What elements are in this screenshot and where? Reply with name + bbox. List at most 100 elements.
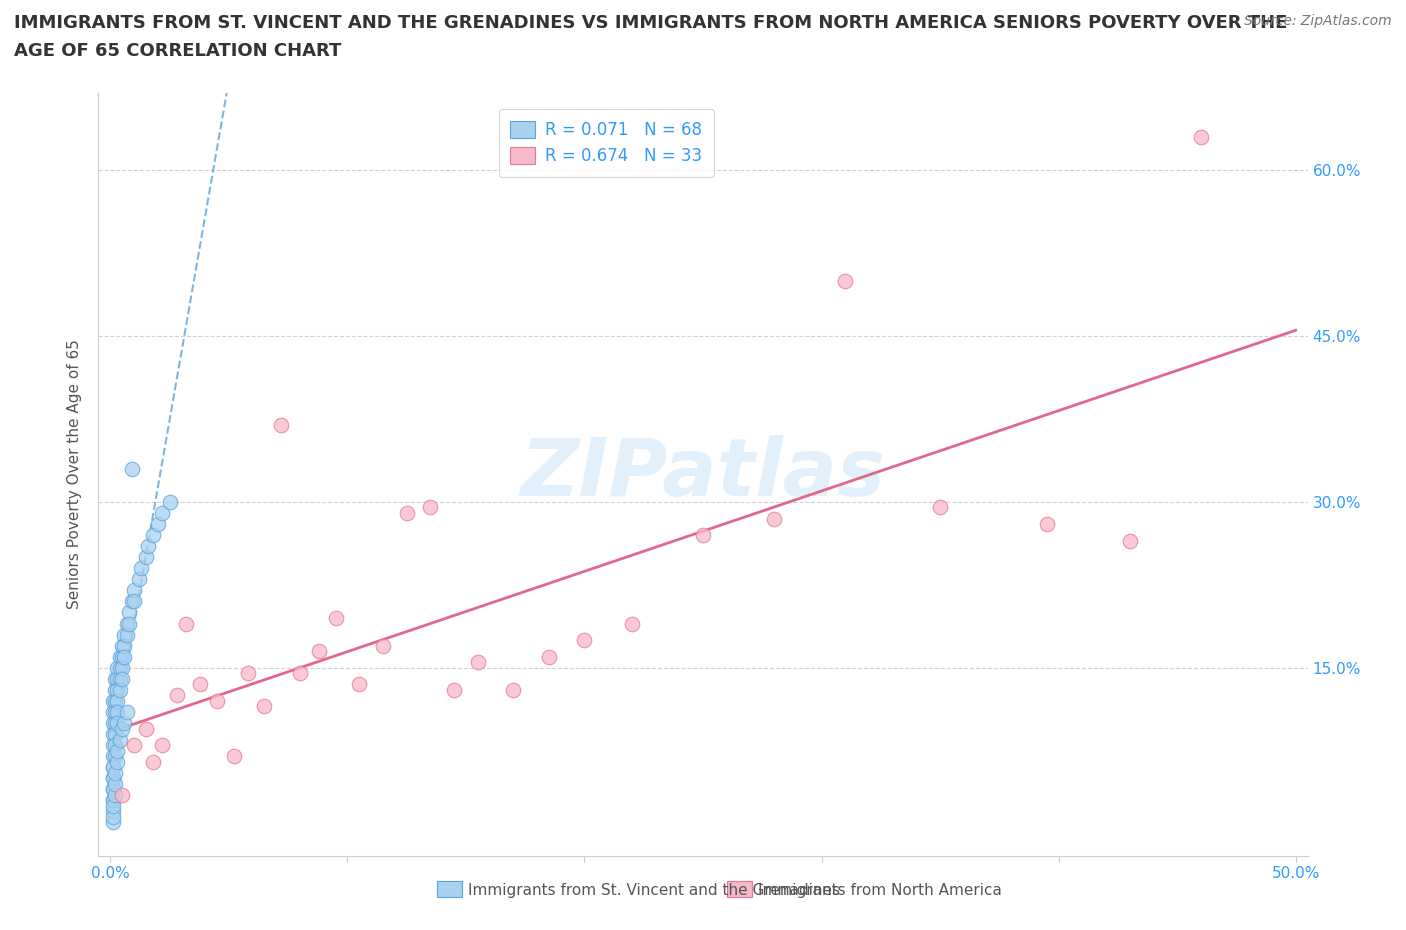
Point <box>105 694 128 709</box>
Point <box>108 732 131 747</box>
Point <box>111 638 134 653</box>
Text: Source: ZipAtlas.com: Source: ZipAtlas.com <box>1244 14 1392 28</box>
Point <box>371 638 394 653</box>
Point <box>104 737 127 752</box>
Point <box>108 649 131 664</box>
Point <box>101 799 124 814</box>
Point <box>105 715 128 730</box>
Point <box>142 527 165 542</box>
Point <box>104 671 127 686</box>
Point <box>101 771 124 786</box>
Point <box>111 721 134 736</box>
Point <box>114 649 136 664</box>
Point <box>111 671 134 686</box>
Point <box>129 561 152 576</box>
Point <box>104 705 127 720</box>
Point <box>101 815 124 830</box>
Point <box>114 715 136 730</box>
Point <box>467 655 489 670</box>
Point <box>537 649 560 664</box>
Point <box>108 683 131 698</box>
Point <box>135 721 157 736</box>
Point <box>115 616 138 631</box>
Point <box>101 804 124 818</box>
Point <box>502 683 524 698</box>
Point <box>270 418 292 432</box>
Text: Immigrants from St. Vincent and the Grenadines: Immigrants from St. Vincent and the Gren… <box>468 883 839 897</box>
Point <box>121 461 143 476</box>
Point <box>105 671 128 686</box>
Point <box>115 705 138 720</box>
Point <box>101 809 124 824</box>
Point <box>166 688 188 703</box>
Point <box>253 699 276 714</box>
Point <box>101 760 124 775</box>
Text: IMMIGRANTS FROM ST. VINCENT AND THE GRENADINES VS IMMIGRANTS FROM NORTH AMERICA : IMMIGRANTS FROM ST. VINCENT AND THE GREN… <box>14 14 1288 32</box>
Point <box>395 506 418 521</box>
Point <box>104 694 127 709</box>
Point <box>101 705 124 720</box>
Point <box>692 527 714 542</box>
Point <box>142 754 165 769</box>
Point <box>135 550 157 565</box>
Point <box>101 793 124 808</box>
Point <box>111 788 134 803</box>
Point <box>105 754 128 769</box>
Legend: R = 0.071   N = 68, R = 0.674   N = 33: R = 0.071 N = 68, R = 0.674 N = 33 <box>499 109 714 177</box>
Point <box>108 671 131 686</box>
Point <box>443 683 465 698</box>
Y-axis label: Seniors Poverty Over the Age of 65: Seniors Poverty Over the Age of 65 <box>67 339 83 609</box>
Point <box>325 610 347 625</box>
Point <box>152 506 174 521</box>
Point <box>236 666 259 681</box>
Point <box>101 694 124 709</box>
Point <box>763 512 786 526</box>
Point <box>205 694 228 709</box>
Point <box>174 616 197 631</box>
Point <box>101 760 124 775</box>
Point <box>105 683 128 698</box>
Point <box>929 500 952 515</box>
Point <box>108 660 131 675</box>
Point <box>1189 130 1212 145</box>
Point <box>101 737 124 752</box>
Point <box>104 788 127 803</box>
Point <box>105 743 128 758</box>
Point <box>222 749 245 764</box>
Point <box>1036 516 1059 531</box>
Point <box>104 726 127 741</box>
Point <box>101 771 124 786</box>
Point <box>419 500 441 515</box>
Point <box>122 737 145 752</box>
Point <box>115 627 138 642</box>
Point <box>121 594 143 609</box>
Text: AGE OF 65 CORRELATION CHART: AGE OF 65 CORRELATION CHART <box>14 42 342 60</box>
Point <box>122 594 145 609</box>
Point <box>111 660 134 675</box>
Point <box>105 705 128 720</box>
Text: ZIPatlas: ZIPatlas <box>520 435 886 513</box>
Point <box>190 677 212 692</box>
Point <box>308 644 330 658</box>
Point <box>101 715 124 730</box>
Point <box>288 666 311 681</box>
Point <box>101 793 124 808</box>
Point <box>128 572 150 587</box>
Point <box>114 627 136 642</box>
Point <box>347 677 370 692</box>
Point <box>101 726 124 741</box>
Point <box>104 749 127 764</box>
Point <box>104 715 127 730</box>
Point <box>136 538 159 553</box>
Point <box>105 660 128 675</box>
Point <box>114 638 136 653</box>
Point <box>104 765 127 780</box>
Point <box>159 495 181 510</box>
Point <box>101 782 124 797</box>
Point <box>574 632 596 647</box>
Text: Immigrants from North America: Immigrants from North America <box>758 883 1002 897</box>
Point <box>146 516 169 531</box>
Point <box>104 683 127 698</box>
Point <box>122 583 145 598</box>
Point <box>111 649 134 664</box>
